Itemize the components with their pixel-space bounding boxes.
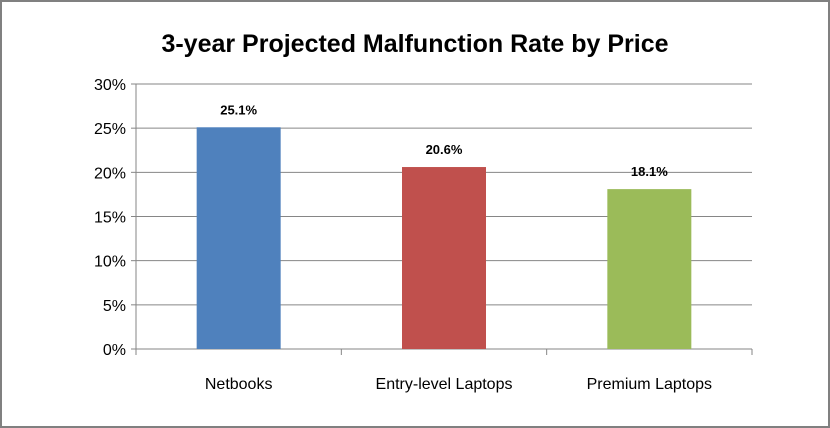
y-tick-label: 0% xyxy=(103,342,126,359)
x-tick-label: Entry-level Laptops xyxy=(376,376,513,393)
bar-premium-laptops xyxy=(607,189,692,349)
y-tick-label: 25% xyxy=(94,121,126,138)
x-tick-labels: Netbooks Entry-level Laptops Premium Lapto… xyxy=(205,376,712,393)
bar-netbooks xyxy=(196,127,281,350)
y-tick-label: 20% xyxy=(94,165,126,182)
data-label: 25.1% xyxy=(220,102,257,117)
data-labels: 25.1% 20.6% 18.1% xyxy=(220,102,668,179)
y-tick-label: 5% xyxy=(103,298,126,315)
chart-title: 3-year Projected Malfunction Rate by Pri… xyxy=(161,30,669,58)
data-label: 20.6% xyxy=(426,142,463,157)
data-label: 18.1% xyxy=(631,164,668,179)
x-tick-label: Premium Laptops xyxy=(587,376,712,393)
y-tick-label: 30% xyxy=(94,77,126,94)
y-tick-label: 10% xyxy=(94,254,126,271)
y-tick-labels: 0% 5% 10% 15% 20% 25% 30% xyxy=(94,77,126,359)
x-tick-label: Netbooks xyxy=(205,376,273,393)
bar-entry-level-laptops xyxy=(402,167,486,349)
y-tick-label: 15% xyxy=(94,210,126,227)
bars xyxy=(196,127,692,350)
